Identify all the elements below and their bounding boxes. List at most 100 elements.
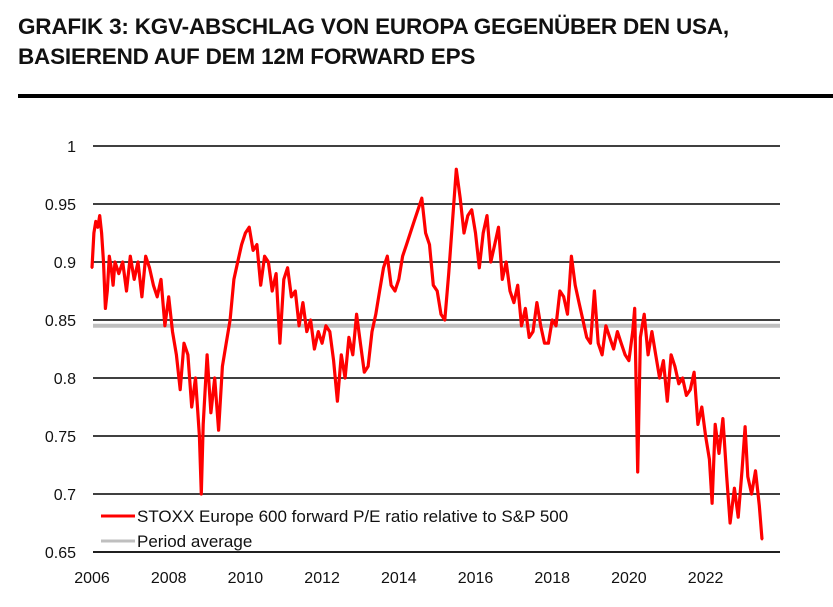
data-point [554,324,558,327]
data-point [148,266,151,269]
series-group [90,167,780,541]
data-point [654,353,657,356]
data-point [359,342,362,345]
data-point [643,313,646,316]
data-point [543,342,546,345]
data-point [692,371,696,374]
data-point [347,336,351,339]
x-tick-label: 2018 [534,570,570,587]
data-point [439,313,443,316]
data-point [547,342,550,345]
data-point [551,318,554,322]
data-point [432,284,435,287]
data-point [251,249,255,252]
data-point [409,231,412,235]
data-point [520,324,523,327]
data-point [374,313,377,316]
data-point [685,394,688,397]
data-point [366,365,370,368]
data-point [681,376,684,380]
data-point [616,330,619,333]
data-point [636,470,639,474]
data-point [389,284,393,287]
legend-label-average: Period average [137,532,252,551]
data-point [267,260,270,264]
data-point [167,295,170,298]
data-point [171,330,174,333]
x-tick-label: 2006 [74,570,110,587]
data-point [508,289,512,293]
data-point [728,521,732,525]
data-point [405,243,408,246]
data-point [493,243,496,246]
data-point [136,260,140,264]
data-point [466,214,470,217]
data-point [144,255,147,258]
data-point [535,301,539,304]
data-point [320,342,324,345]
data-point [382,266,385,269]
data-point [501,278,504,281]
data-point [524,307,527,310]
data-point [608,336,611,339]
y-tick-label: 0.7 [54,487,76,504]
y-tick-label: 0.75 [45,429,76,446]
x-tick-label: 2010 [228,570,264,587]
data-point [324,324,328,327]
data-point [669,353,673,356]
data-point [278,342,282,345]
x-tick-label: 2022 [688,570,724,587]
data-point [159,278,163,281]
chart-title: GRAFIK 3: KGV-ABSCHLAG VON EUROPA GEGENÜ… [18,14,729,69]
data-point [111,284,115,287]
data-point [228,318,232,322]
data-point [236,260,239,264]
legend-background [100,506,480,550]
data-point [129,255,132,258]
data-point [634,388,638,391]
data-point [736,516,740,519]
data-point [474,231,477,235]
x-tick-label: 2014 [381,570,417,587]
data-point [581,318,585,322]
data-point [190,405,193,409]
x-axis-ticks: 2006 2008 2010 2012 2014 2016 2018 2020 2022 [74,570,723,587]
data-point [152,284,155,287]
data-point [255,243,259,246]
data-point [673,365,677,368]
data-point [194,376,197,380]
data-point [309,318,312,322]
x-tick-label: 2016 [458,570,494,587]
data-point [662,359,665,362]
data-point [355,313,358,316]
data-point [274,272,278,275]
data-point [102,260,105,264]
data-point [106,289,109,293]
data-point [104,307,107,310]
data-point [155,295,159,298]
data-point [593,289,596,293]
data-point [336,400,339,403]
data-point [481,231,485,235]
data-point [94,220,98,223]
data-point [263,255,266,258]
data-point [627,359,631,362]
data-point [677,382,680,385]
data-point [585,336,588,339]
data-point [435,289,439,293]
data-point [240,243,243,246]
data-point [175,353,178,356]
data-point [704,434,707,438]
data-point [290,295,293,298]
data-point [458,197,462,200]
legend-label-stoxx: STOXX Europe 600 forward P/E ratio relat… [137,507,568,526]
data-point [340,353,343,356]
data-point [733,487,736,490]
data-point [600,353,604,356]
data-point [478,266,481,269]
data-point [363,371,366,374]
data-point [100,231,103,235]
data-point [198,434,201,438]
y-axis-ticks: 1 0.95 0.9 0.85 0.8 0.75 0.7 0.65 [45,139,76,562]
